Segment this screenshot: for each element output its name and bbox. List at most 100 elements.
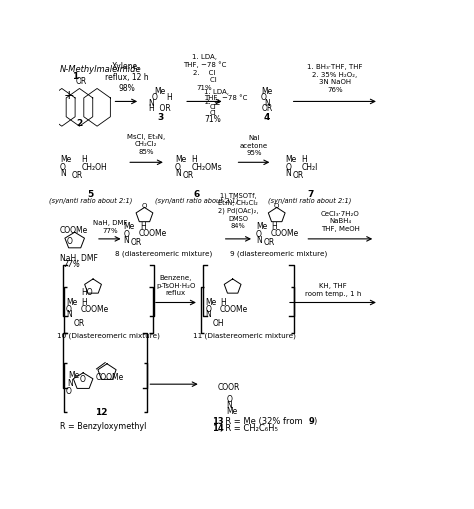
Text: 1) TMSOTf,
Et₃N, CH₂Cl₂
2) Pd(OAc)₂,
DMSO
84%: 1) TMSOTf, Et₃N, CH₂Cl₂ 2) Pd(OAc)₂, DMS…	[218, 192, 258, 229]
Text: HO: HO	[82, 287, 93, 296]
Text: Me: Me	[60, 155, 71, 164]
Text: N: N	[124, 236, 129, 244]
Text: 10 (Diastereomeric mixture): 10 (Diastereomeric mixture)	[57, 332, 160, 339]
Text: O: O	[60, 163, 66, 172]
Text: N: N	[175, 169, 181, 178]
Text: MsCl, Et₃N,
CH₂Cl₂
85%: MsCl, Et₃N, CH₂Cl₂ 85%	[127, 133, 165, 154]
Text: N: N	[256, 236, 262, 244]
Text: 77%: 77%	[63, 260, 80, 268]
Text: , R = Me (32% from: , R = Me (32% from	[220, 416, 305, 425]
Text: O: O	[274, 203, 279, 209]
Text: Me: Me	[261, 87, 273, 96]
Text: H: H	[82, 155, 87, 164]
Text: O: O	[205, 304, 211, 313]
Text: O: O	[285, 163, 291, 172]
Text: 6: 6	[194, 190, 200, 199]
Text: OR: OR	[261, 103, 273, 112]
Text: 4: 4	[264, 113, 270, 122]
Text: OR: OR	[76, 76, 87, 86]
Text: H: H	[191, 155, 197, 164]
Text: Me: Me	[227, 406, 237, 415]
Text: CH₂OH: CH₂OH	[82, 162, 107, 171]
Text: 1. LDA,: 1. LDA,	[204, 89, 229, 95]
Text: N: N	[285, 169, 291, 178]
Text: COOMe: COOMe	[81, 304, 109, 313]
Text: CH₂OMs: CH₂OMs	[191, 162, 222, 171]
Text: (syn/anti ratio about 2:1): (syn/anti ratio about 2:1)	[268, 197, 352, 204]
Text: OR: OR	[182, 171, 193, 180]
Text: 13: 13	[212, 416, 223, 425]
Text: OR: OR	[263, 237, 274, 246]
Text: Benzene,
p-TsOH·H₂O
reflux: Benzene, p-TsOH·H₂O reflux	[156, 274, 195, 295]
Text: COOMe: COOMe	[60, 225, 88, 235]
Text: 12: 12	[95, 407, 108, 416]
Text: NaH, DMF
77%: NaH, DMF 77%	[93, 220, 127, 234]
Text: (syn/anti ratio about 2:1): (syn/anti ratio about 2:1)	[49, 197, 132, 204]
Text: O: O	[152, 93, 158, 101]
Text: 71%: 71%	[204, 115, 221, 124]
Text: N-Methylmaleimide: N-Methylmaleimide	[60, 65, 142, 74]
Text: CeCl₃·7H₂O
NaBH₄
THF, MeOH: CeCl₃·7H₂O NaBH₄ THF, MeOH	[321, 210, 360, 231]
Text: Me: Me	[155, 87, 166, 96]
Text: NaH, DMF: NaH, DMF	[60, 253, 98, 262]
Text: =: =	[213, 99, 219, 108]
Text: O: O	[80, 375, 85, 384]
Text: H: H	[166, 93, 173, 101]
Text: O: O	[227, 394, 232, 403]
Text: OR: OR	[292, 171, 304, 180]
Text: N: N	[205, 309, 211, 319]
Text: Me: Me	[68, 371, 80, 380]
Text: O: O	[124, 230, 129, 239]
Text: (syn/anti ratio about 2:1): (syn/anti ratio about 2:1)	[155, 197, 239, 204]
Text: OR: OR	[73, 319, 84, 328]
Text: COOMe: COOMe	[271, 229, 299, 238]
Text: H: H	[82, 297, 87, 306]
Text: 2.: 2.	[204, 99, 211, 105]
Text: Me: Me	[124, 222, 135, 231]
Text: H: H	[220, 297, 226, 306]
Text: COOR: COOR	[217, 382, 239, 391]
Text: 9 (diastereomeric mixture): 9 (diastereomeric mixture)	[230, 250, 328, 257]
Text: COOMe: COOMe	[219, 304, 247, 313]
Text: O: O	[66, 237, 73, 246]
Text: Me: Me	[66, 297, 77, 306]
Text: O: O	[66, 304, 72, 313]
Text: NaI
acetone
95%: NaI acetone 95%	[240, 135, 268, 156]
Text: O: O	[142, 203, 147, 209]
Text: O: O	[260, 93, 266, 101]
Text: 8 (diastereomeric mixture): 8 (diastereomeric mixture)	[115, 250, 212, 257]
Text: 1. BH₃·THF, THF
2. 35% H₂O₂,
3N NaOH
76%: 1. BH₃·THF, THF 2. 35% H₂O₂, 3N NaOH 76%	[307, 64, 363, 93]
Text: R = Benzyloxymethyl: R = Benzyloxymethyl	[60, 421, 147, 431]
Text: Xylene,
reflux, 12 h
98%: Xylene, reflux, 12 h 98%	[105, 62, 148, 93]
Text: 7: 7	[307, 190, 313, 199]
Text: OH: OH	[213, 319, 224, 328]
Text: +: +	[64, 89, 74, 102]
Text: N: N	[67, 379, 73, 387]
Text: 3: 3	[157, 113, 164, 122]
Text: COOMe: COOMe	[138, 229, 166, 238]
Text: 1: 1	[72, 72, 78, 81]
Text: THF, −78 °C: THF, −78 °C	[204, 94, 248, 100]
Text: H: H	[140, 222, 146, 231]
Text: Me: Me	[285, 155, 296, 164]
Text: N: N	[66, 309, 72, 319]
Text: 2: 2	[76, 119, 82, 128]
Text: H: H	[301, 155, 308, 164]
Text: O: O	[66, 386, 72, 395]
Text: O: O	[256, 230, 262, 239]
Text: 5: 5	[87, 190, 93, 199]
Text: Me: Me	[205, 297, 217, 306]
Text: N: N	[264, 98, 270, 107]
Text: H: H	[272, 222, 277, 231]
Text: 9: 9	[309, 416, 315, 425]
Text: ): )	[314, 416, 317, 425]
Text: OR: OR	[72, 171, 83, 180]
Text: N: N	[227, 400, 232, 409]
Text: N: N	[148, 98, 154, 107]
Text: KH, THF
room temp., 1 h: KH, THF room temp., 1 h	[305, 283, 361, 296]
Text: Me: Me	[256, 222, 267, 231]
Text: N: N	[60, 169, 66, 178]
Text: OR: OR	[131, 237, 142, 246]
Text: Me: Me	[175, 155, 186, 164]
Text: H  OR: H OR	[149, 103, 171, 112]
